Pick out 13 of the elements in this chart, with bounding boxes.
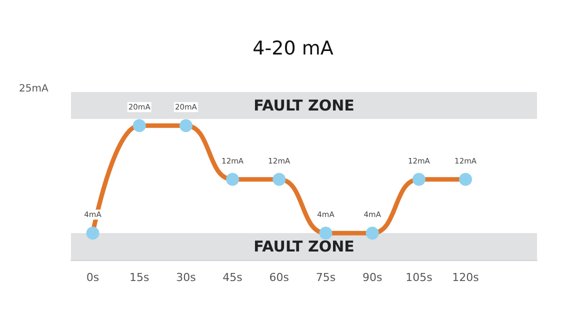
x-tick-label: 15s [129,271,150,284]
band-label: FAULT ZONE [254,238,354,256]
x-tick-label: 105s [406,271,433,284]
x-tick-label: 30s [176,271,196,284]
x-tick-label: 90s [362,271,382,284]
chart-title: 4-20 mA [252,38,334,60]
x-tick-label: 75s [316,271,336,284]
x-tick-label: 45s [222,271,243,284]
band-label: FAULT ZONE [254,96,354,114]
x-tick-label: 120s [452,271,480,284]
text: 25mA [19,84,48,94]
x-tick-label: 60s [269,271,290,284]
x-tick-label: 0s [86,271,100,284]
